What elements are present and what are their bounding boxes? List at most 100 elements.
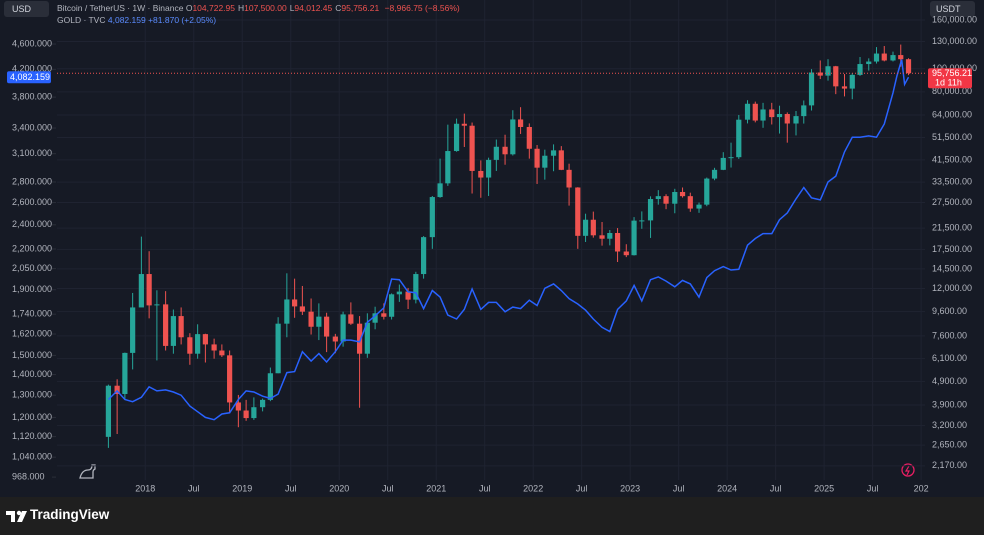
candle-body (614, 233, 621, 252)
candle-body (679, 191, 686, 197)
candle-body (163, 304, 169, 346)
candle-body (849, 74, 855, 89)
ohlc: O104,722.95 H107,500.00 L94,012.45 C95,756.… (186, 3, 382, 13)
y-tick-label: 1,040.000 (12, 452, 52, 462)
candle-body (890, 55, 896, 61)
candle-body (478, 170, 484, 178)
x-tick-label: 2020 (329, 483, 349, 493)
candle-body (130, 307, 136, 353)
y2-tick-label: 17,500.00 (932, 244, 972, 254)
candle-body (898, 55, 904, 60)
y2-tick-label: 14,500.00 (932, 263, 972, 273)
x-tick-label: Jul (479, 483, 491, 493)
y2-tick-label: 51,500.00 (932, 132, 972, 142)
ohlc-value: 104,722.95 (192, 3, 235, 13)
y-tick-label: 2,600.000 (12, 197, 52, 207)
y-tick-label: 4,200.000 (12, 64, 52, 74)
series-name: Bitcoin / TetherUS · 1W · Binance (57, 3, 184, 13)
candle-body (340, 314, 346, 342)
candle-body (202, 334, 208, 345)
x-tick-label: Jul (382, 483, 394, 493)
candle-body (227, 355, 233, 403)
candle-body (275, 323, 281, 374)
y-tick-label: 3,800.000 (12, 92, 52, 102)
candle-body (582, 219, 589, 236)
candle-body (260, 399, 266, 408)
candle-body (607, 233, 613, 239)
y2-tick-label: 2,170.00 (932, 460, 967, 470)
price-tag-label: 4,082.159 (10, 72, 50, 82)
y2-tick-label: 7,600.00 (932, 330, 967, 340)
candle-body (558, 150, 564, 170)
y2-tick-label: 2,650.00 (932, 439, 967, 449)
lightning-icon[interactable] (901, 463, 915, 477)
candle-body (445, 151, 451, 184)
candle-body (833, 66, 839, 87)
candle-body (235, 402, 241, 411)
y2-tick-label: 100,000.00 (932, 63, 977, 73)
x-tick-label: Jul (576, 483, 588, 493)
candle-body (243, 410, 249, 419)
candle-body (122, 352, 128, 394)
candle-body (195, 334, 201, 354)
candle-body (590, 219, 596, 236)
y2-tick-label: 3,200.00 (932, 420, 967, 430)
y2-tick-label: 160,000.00 (932, 14, 977, 24)
y-tick-label: 1,740.000 (12, 309, 52, 319)
candle-body (469, 125, 475, 171)
candle-body (542, 155, 548, 168)
y2-tick-label: 64,000.00 (932, 109, 972, 119)
currency-label: USD (12, 4, 32, 14)
ohlc-value: 107,500.00 (244, 3, 287, 13)
x-tick-label: 2019 (232, 483, 252, 493)
x-tick-label: 2018 (135, 483, 155, 493)
candle-body (364, 322, 370, 354)
currency-button[interactable] (4, 1, 49, 17)
candle-body (105, 385, 112, 437)
candle-body (744, 103, 751, 120)
candle-body (769, 109, 775, 118)
change: −8,966.75 (−8.56%) (384, 3, 460, 13)
candle-body (267, 373, 273, 400)
candle-body (517, 119, 524, 127)
candle-body (453, 123, 460, 152)
chart-background (0, 0, 984, 497)
candle-body (905, 59, 912, 74)
currency-label: USDT (936, 4, 961, 14)
y-tick-label: 1,120.000 (12, 431, 52, 441)
y2-tick-label: 130,000.00 (932, 36, 977, 46)
candle-body (187, 337, 193, 354)
candle-body (178, 316, 184, 338)
candles (105, 44, 912, 448)
y-tick-label: 1,620.000 (12, 328, 52, 338)
x-tick-label: 202 (914, 483, 929, 493)
candle-body (219, 350, 225, 356)
candle-body (752, 103, 758, 121)
candle-body (711, 169, 718, 179)
candle-body (736, 119, 742, 158)
candle-body (372, 313, 378, 323)
y2-tick-label: 4,900.00 (932, 376, 967, 386)
candle-body (808, 72, 815, 106)
gold-legend: GOLD · TVC 4,082.159 +81.870 (+2.05%) (57, 15, 216, 25)
candle-body (655, 196, 661, 200)
currency-button[interactable] (930, 1, 975, 17)
y-tick-label: 968.000 (12, 471, 45, 481)
line-series (107, 59, 910, 421)
y-tick-label: 2,050.000 (12, 263, 52, 273)
candle-body (696, 204, 702, 209)
series-name: GOLD · TVC (57, 15, 106, 25)
candle-body (672, 191, 678, 204)
ohlc-key: O (185, 3, 193, 13)
candle-body (284, 299, 290, 324)
ohlc-key: C (335, 3, 342, 13)
candle-body (413, 274, 419, 300)
last-value: 4,082.159 (107, 15, 146, 25)
candle-body (881, 53, 887, 61)
btc-legend: Bitcoin / TetherUS · 1W · Binance O104,7… (57, 3, 460, 13)
y-tick-label: 3,100.000 (12, 148, 52, 158)
candle-body (211, 344, 217, 351)
x-tick-label: Jul (770, 483, 782, 493)
x-tick-label: 2023 (620, 483, 640, 493)
